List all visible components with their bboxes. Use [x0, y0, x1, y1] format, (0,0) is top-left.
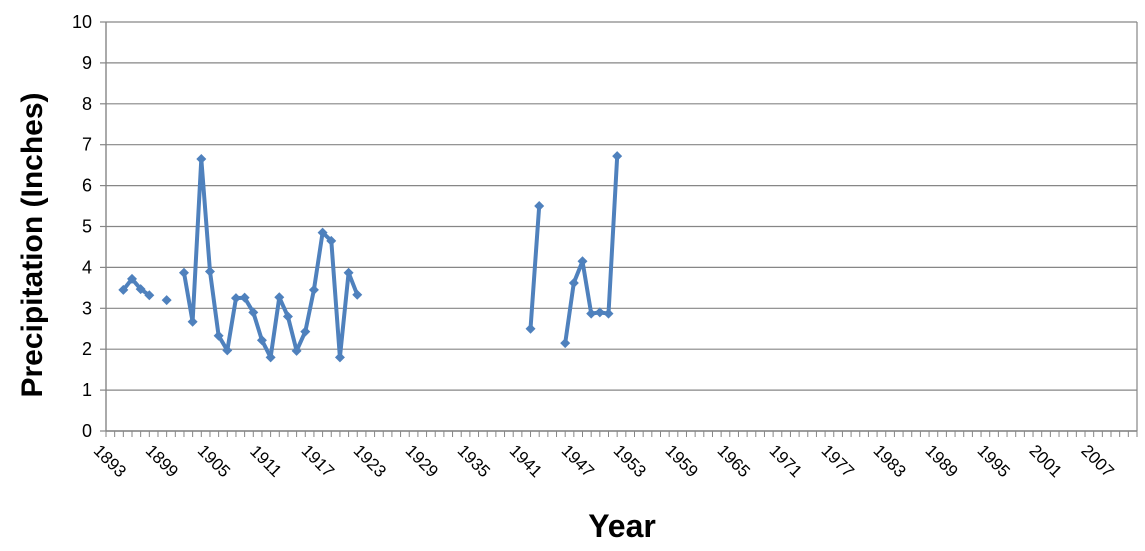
- data-point-marker: [534, 201, 545, 212]
- x-tick-label: 1935: [454, 441, 494, 481]
- x-tick-label: 1983: [870, 441, 910, 481]
- data-point-marker: [239, 292, 250, 303]
- data-point-marker: [187, 316, 198, 327]
- data-point-marker: [603, 308, 614, 319]
- x-tick-label: 1989: [922, 441, 962, 481]
- x-tick-label: 1905: [194, 441, 234, 481]
- x-tick-label: 1941: [506, 441, 546, 481]
- x-tick-label: 1917: [298, 441, 338, 481]
- x-tick-label: 1929: [402, 441, 442, 481]
- data-point-marker: [222, 345, 233, 356]
- data-point-marker: [265, 352, 276, 363]
- x-tick-label: 1977: [818, 441, 858, 481]
- y-tick-label: 7: [82, 135, 92, 155]
- y-tick-label: 6: [82, 176, 92, 196]
- data-point-marker: [144, 290, 155, 301]
- x-tick-label: 1947: [558, 441, 598, 481]
- data-point-marker: [568, 277, 579, 288]
- y-tick-labels: 0 1 2 3 4 5 6 7 8 9 10: [72, 12, 92, 441]
- data-point-marker: [334, 352, 345, 363]
- x-tick-label: 1893: [90, 441, 130, 481]
- data-point-marker: [577, 256, 588, 267]
- series-line: [121, 276, 152, 298]
- y-tick-label: 4: [82, 257, 92, 277]
- data-point-marker: [256, 335, 267, 346]
- data-point-marker: [594, 307, 605, 318]
- series-group: [118, 151, 623, 363]
- x-tick-label: 1959: [662, 441, 702, 481]
- gridlines: [106, 21, 1138, 432]
- data-point-marker: [343, 267, 354, 278]
- x-tick-label: 1995: [974, 441, 1014, 481]
- y-tick-label: 2: [82, 339, 92, 359]
- x-axis-label: Year: [588, 508, 656, 544]
- x-tick-label: 1923: [350, 441, 390, 481]
- data-point-marker: [213, 330, 224, 341]
- y-tick-label: 3: [82, 298, 92, 318]
- series-line: [528, 204, 542, 331]
- data-point-marker: [126, 273, 137, 284]
- x-tick-labels: 1893 1899 1905 1911 1917 1923 1929 1935 1941 1947…: [90, 441, 1118, 481]
- y-tick-label: 8: [82, 94, 92, 114]
- y-axis-label: Precipitation (Inches): [16, 92, 49, 397]
- data-point-marker: [300, 326, 311, 337]
- data-point-marker: [352, 289, 363, 300]
- series-line: [182, 157, 360, 360]
- data-point-marker: [317, 227, 328, 238]
- y-tick-label: 5: [82, 217, 92, 237]
- data-point-marker: [560, 338, 571, 349]
- data-point-marker: [525, 323, 536, 334]
- x-tick-label: 1953: [610, 441, 650, 481]
- data-point-marker: [274, 292, 285, 303]
- x-tick-label: 1911: [246, 441, 285, 480]
- data-point-marker: [161, 295, 172, 306]
- x-tick-label: 2001: [1025, 441, 1065, 481]
- data-point-marker: [612, 151, 623, 162]
- y-tick-label: 9: [82, 53, 92, 73]
- y-tick-label: 0: [82, 421, 92, 441]
- data-point-marker: [308, 284, 319, 295]
- data-point-marker: [282, 311, 293, 322]
- data-point-marker: [230, 293, 241, 304]
- data-point-marker: [118, 284, 129, 295]
- x-tick-label: 2007: [1077, 441, 1117, 481]
- data-point-marker: [248, 307, 259, 318]
- axes: [100, 21, 1138, 437]
- y-tick-label: 1: [82, 380, 92, 400]
- data-point-marker: [326, 235, 337, 246]
- data-point-marker: [178, 267, 189, 278]
- data-point-marker: [291, 345, 302, 356]
- data-point-marker: [586, 308, 597, 319]
- x-tick-label: 1971: [766, 441, 806, 481]
- data-point-marker: [135, 284, 146, 295]
- x-tick-label: 1965: [714, 441, 754, 481]
- x-tick-label: 1899: [142, 441, 182, 481]
- data-point-marker: [204, 266, 215, 277]
- y-tick-label: 10: [72, 12, 92, 32]
- data-point-marker: [196, 154, 207, 165]
